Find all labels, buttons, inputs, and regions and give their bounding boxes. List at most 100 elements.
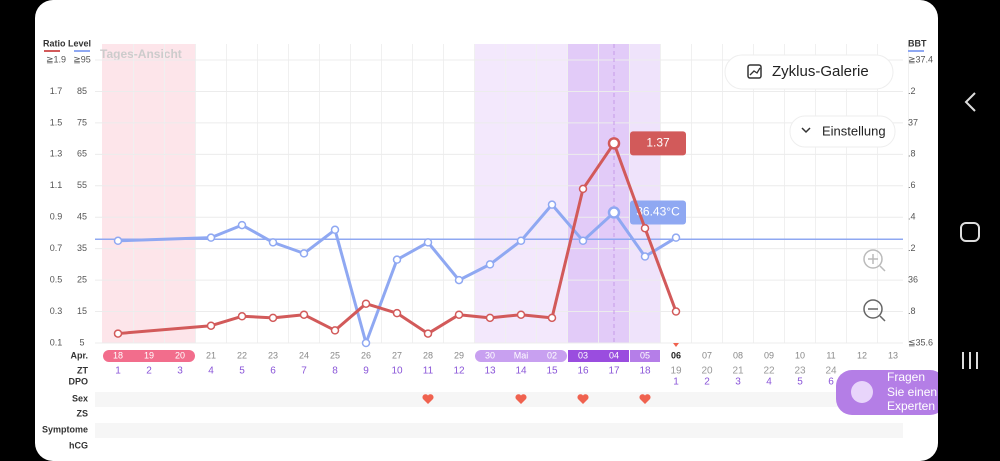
date-label: 20 [175,350,185,360]
row-label: hCG [69,440,88,450]
y-tick-label: 0.9 [50,212,63,222]
settings-label: Einstellung [822,123,886,138]
sex-heart [515,394,527,404]
dpo-label: 3 [735,377,741,388]
row-label: Sex [72,393,88,403]
series-point [516,236,526,246]
series-point [206,233,216,242]
series-point [547,313,557,323]
series-point [671,307,681,316]
date-label: 23 [268,350,278,360]
date-label: 12 [857,350,867,360]
zt-label: 11 [423,366,434,377]
row-band [95,423,903,438]
zt-label: 12 [453,366,465,377]
zt-label: 5 [239,366,245,377]
zt-label: 16 [577,366,589,377]
series-point [268,238,278,247]
back-button[interactable] [964,92,976,112]
dpo-label: 1 [673,377,679,388]
dpo-label: 6 [828,377,834,388]
y-tick-label: 1.1 [50,180,63,190]
date-label: 30 [485,350,495,360]
row-label: ZT [77,365,88,375]
series-point [113,329,123,338]
zt-label: 18 [639,366,651,377]
ask-line: Sie einen [887,385,937,399]
view-label: Tages-Ansicht [100,47,182,61]
date-label: 11 [826,350,835,360]
date-label: 04 [609,350,619,360]
date-label: 18 [113,350,123,360]
home-button[interactable] [960,222,980,242]
settings-button[interactable]: Einstellung [789,115,896,148]
zt-label: 24 [825,366,837,377]
y-tick-label: 0.7 [50,243,63,253]
date-label: 21 [206,350,216,360]
series-point [268,313,278,323]
chevron [801,127,811,134]
recents-button[interactable] [962,352,978,369]
y-tick-label: 0.5 [50,274,63,284]
date-label: 08 [733,350,743,360]
ask-icon [851,381,873,403]
y-tick-label: 1.7 [50,86,63,96]
row-band [95,392,903,407]
y-title: Ratio Level [43,38,91,48]
lh-tick-label: 5 [79,337,84,347]
y2-tick-label: .2 [908,86,916,96]
zoom-out[interactable] [863,299,886,322]
zt-label: 3 [177,366,183,377]
dpo-label: 4 [766,377,772,388]
gallery-icon [747,64,762,79]
date-label: 26 [361,350,371,360]
zoom-out-icon[interactable] [863,299,883,319]
date-label: Mai [514,350,529,360]
series-point [423,329,433,338]
lh-tick-label: 45 [77,212,87,222]
date-label: 09 [764,350,774,360]
y2-title: BBT [908,38,927,48]
date-label: 29 [454,350,464,360]
lh-tick-label: 65 [77,149,87,159]
series-point [485,313,495,323]
series-point [485,260,495,269]
y2-title-swatch [908,50,924,52]
zt-label: 14 [515,366,527,377]
series-point [516,310,526,319]
series-point [607,206,621,219]
lh-tick-label: 35 [77,243,87,253]
lh-tick-label: 15 [77,306,87,316]
lh-tick-label: ≧95 [73,54,91,64]
series-point [454,310,464,319]
y2-tick-label: .6 [908,180,916,190]
gallery-pill[interactable] [724,54,894,90]
zt-label: 10 [391,366,403,377]
lh-tick-label: 55 [77,180,87,190]
zoom-in[interactable] [863,249,886,272]
y2-tick-label: .8 [908,149,916,159]
series-point [640,252,650,261]
series-point [607,137,621,150]
today-marker [673,343,679,347]
gallery-button[interactable]: Zyklus-Galerie [724,54,894,90]
date-label: 24 [299,350,309,360]
series-point [640,223,650,233]
zt-label: 13 [484,366,496,377]
series-point [361,299,371,308]
zt-label: 17 [608,366,620,377]
zt-label: 7 [301,366,307,377]
series-point [237,220,247,230]
ask-expert-button[interactable]: Fragen Sie einen Experten [836,370,946,415]
value-tooltip [630,131,686,156]
lh-title-swatch [74,50,90,52]
date-label: 22 [237,350,247,360]
zoom-in-icon[interactable] [863,249,883,269]
y-tick-label: 0.1 [50,337,63,347]
series-point [392,255,402,264]
zt-label: 2 [146,366,152,377]
settings-pill[interactable] [789,115,896,148]
series-point [547,200,557,209]
zoom-out-glyph [868,308,886,322]
